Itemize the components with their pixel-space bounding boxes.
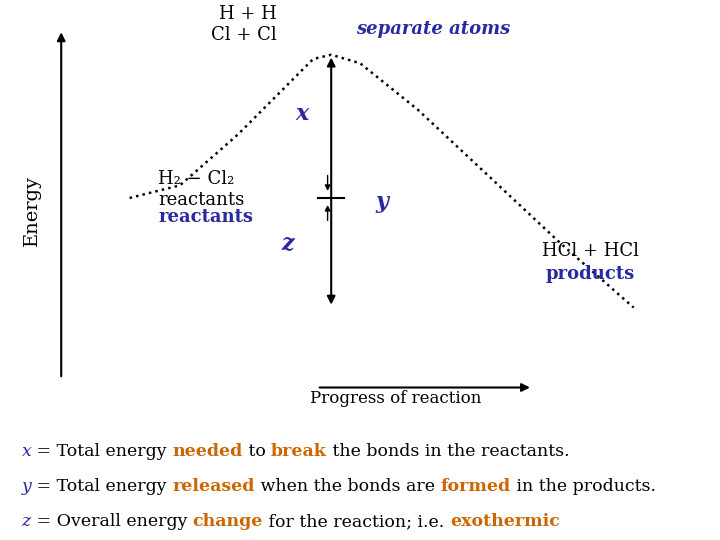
Text: products: products bbox=[546, 265, 635, 283]
Text: z: z bbox=[22, 514, 31, 530]
Text: Progress of reaction: Progress of reaction bbox=[310, 389, 481, 407]
Text: formed: formed bbox=[441, 478, 510, 495]
Text: exothermic: exothermic bbox=[450, 514, 559, 530]
Text: to: to bbox=[243, 443, 271, 460]
Text: = Total energy: = Total energy bbox=[32, 478, 173, 495]
Text: Energy: Energy bbox=[23, 175, 42, 246]
Text: z: z bbox=[282, 233, 294, 255]
Text: released: released bbox=[173, 478, 255, 495]
Text: y: y bbox=[22, 478, 32, 495]
Text: in the products.: in the products. bbox=[510, 478, 656, 495]
Text: y: y bbox=[375, 191, 388, 213]
Text: x: x bbox=[22, 443, 32, 460]
Text: H + H
Cl + Cl: H + H Cl + Cl bbox=[212, 5, 277, 44]
Text: change: change bbox=[193, 514, 263, 530]
Text: reactants: reactants bbox=[158, 208, 253, 226]
Text: H₂ − Cl₂
reactants: H₂ − Cl₂ reactants bbox=[158, 170, 245, 209]
Text: = Total energy: = Total energy bbox=[32, 443, 173, 460]
Text: the bonds in the reactants.: the bonds in the reactants. bbox=[327, 443, 570, 460]
Text: when the bonds are: when the bonds are bbox=[255, 478, 441, 495]
Text: needed: needed bbox=[173, 443, 243, 460]
Text: separate atoms: separate atoms bbox=[356, 20, 510, 38]
Text: x: x bbox=[296, 103, 309, 125]
Text: break: break bbox=[271, 443, 327, 460]
Text: for the reaction; i.e.: for the reaction; i.e. bbox=[263, 514, 450, 530]
Text: HCl + HCl: HCl + HCl bbox=[542, 241, 639, 260]
Text: = Overall energy: = Overall energy bbox=[31, 514, 193, 530]
